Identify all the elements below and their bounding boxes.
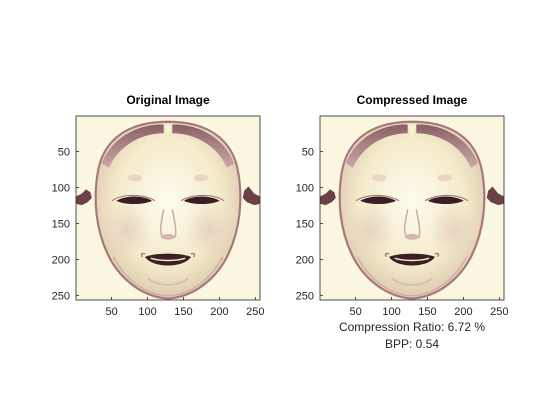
compressed-image (318, 114, 506, 302)
y-tick-label: 50 (58, 147, 70, 159)
axes-title-compressed: Compressed Image (357, 93, 468, 107)
y-tick-label: 200 (296, 254, 314, 266)
y-tick-label: 200 (52, 254, 70, 266)
x-tick-label: 50 (349, 306, 361, 318)
x-tick-label: 200 (454, 306, 472, 318)
y-tick-label: 250 (52, 290, 70, 302)
y-ticks-compressed: 50 100 150 200 250 (296, 147, 323, 302)
x-tick-label: 50 (105, 306, 117, 318)
y-tick-label: 150 (52, 218, 70, 230)
axes-compressed-image: Compressed Image 50 100 150 200 250 50 100 150… (296, 93, 509, 351)
x-tick-label: 150 (418, 306, 436, 318)
y-tick-label: 50 (302, 147, 314, 159)
original-image (74, 114, 262, 302)
y-tick-label: 250 (296, 290, 314, 302)
y-tick-label: 150 (296, 218, 314, 230)
axes-frame-original (75, 115, 261, 301)
y-ticks-original: 50 100 150 200 250 (52, 147, 79, 302)
x-tick-label: 200 (210, 306, 228, 318)
x-ticks-original: 50 100 150 200 250 (105, 297, 265, 318)
x-tick-label: 100 (138, 306, 156, 318)
x-tick-label: 250 (246, 306, 264, 318)
x-tick-label: 250 (490, 306, 508, 318)
y-tick-label: 100 (52, 183, 70, 195)
bpp-label: BPP: 0.54 (385, 337, 439, 351)
x-ticks-compressed: 50 100 150 200 250 (349, 297, 509, 318)
y-tick-label: 100 (296, 183, 314, 195)
x-tick-label: 150 (174, 306, 192, 318)
axes-original-image: Original Image 50 100 150 200 250 50 100 150 20… (52, 93, 265, 318)
axes-title-original: Original Image (126, 93, 210, 107)
x-tick-label: 100 (382, 306, 400, 318)
compression-ratio-label: Compression Ratio: 6.72 % (339, 320, 485, 334)
axes-frame-compressed (319, 115, 505, 301)
